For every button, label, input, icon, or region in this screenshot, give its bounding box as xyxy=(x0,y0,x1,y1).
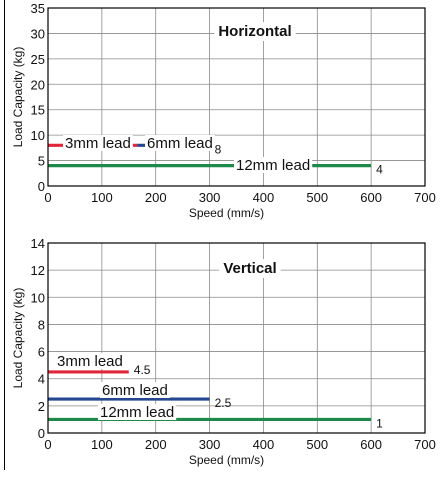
series-label: 6mm lead xyxy=(102,382,168,399)
series-label: 12mm lead xyxy=(236,157,310,174)
chart-title: Vertical xyxy=(223,260,276,277)
x-tick-label: 500 xyxy=(306,437,328,452)
x-tick-label: 300 xyxy=(199,190,221,205)
y-tick-label: 35 xyxy=(31,1,45,16)
y-axis-label: Load Capacity (kg) xyxy=(11,47,25,148)
chart-title-background xyxy=(219,259,281,278)
y-tick-label: 6 xyxy=(38,345,45,360)
series-value-label: 8 xyxy=(215,142,222,156)
series-label: 6mm lead xyxy=(147,135,213,152)
y-tick-label: 2 xyxy=(38,399,45,414)
series-label-background xyxy=(234,157,313,173)
left-edge-line xyxy=(4,0,5,470)
plot-frame xyxy=(47,7,426,187)
y-tick-label: 0 xyxy=(38,426,45,441)
plot-frame xyxy=(47,242,426,434)
x-tick-label: 100 xyxy=(91,190,113,205)
x-tick-label: 0 xyxy=(44,437,51,452)
series-label-background xyxy=(100,382,170,398)
series-label: 3mm lead xyxy=(65,135,131,152)
y-tick-label: 10 xyxy=(31,128,45,143)
y-tick-label: 14 xyxy=(31,236,45,251)
x-tick-label: 400 xyxy=(253,190,275,205)
y-tick-label: 20 xyxy=(31,77,45,92)
chart-title-background xyxy=(214,22,296,41)
series-label-background xyxy=(55,353,125,369)
y-tick-label: 5 xyxy=(38,154,45,169)
x-tick-label: 0 xyxy=(44,190,51,205)
x-tick-label: 700 xyxy=(414,190,436,205)
x-axis-label: Speed (mm/s) xyxy=(189,453,264,467)
x-tick-label: 400 xyxy=(253,437,275,452)
x-tick-label: 700 xyxy=(414,437,436,452)
series-value-label: 2.5 xyxy=(215,396,232,410)
x-tick-label: 200 xyxy=(145,437,167,452)
series-label-background xyxy=(63,135,133,151)
y-tick-label: 0 xyxy=(38,179,45,194)
series-label: 3mm lead xyxy=(57,353,123,370)
y-axis-label: Load Capacity (kg) xyxy=(11,288,25,389)
x-tick-label: 100 xyxy=(91,437,113,452)
series-value-label: 1 xyxy=(376,416,383,430)
y-tick-label: 30 xyxy=(31,26,45,41)
y-tick-label: 10 xyxy=(31,290,45,305)
x-tick-label: 600 xyxy=(360,190,382,205)
x-tick-label: 600 xyxy=(360,437,382,452)
series-value-label: 4 xyxy=(376,163,383,177)
series-label: 12mm lead xyxy=(100,404,174,421)
series-label-background xyxy=(98,404,177,420)
y-tick-label: 4 xyxy=(38,372,45,387)
y-tick-label: 12 xyxy=(31,263,45,278)
y-tick-label: 25 xyxy=(31,52,45,67)
series-label-background xyxy=(145,135,215,151)
y-tick-label: 8 xyxy=(38,317,45,332)
x-axis-label: Speed (mm/s) xyxy=(189,206,264,220)
x-tick-label: 500 xyxy=(306,190,328,205)
chart-title: Horizontal xyxy=(218,23,291,40)
series-value-label: 4.5 xyxy=(134,363,151,377)
x-tick-label: 200 xyxy=(145,190,167,205)
y-tick-label: 15 xyxy=(31,103,45,118)
x-tick-label: 300 xyxy=(199,437,221,452)
